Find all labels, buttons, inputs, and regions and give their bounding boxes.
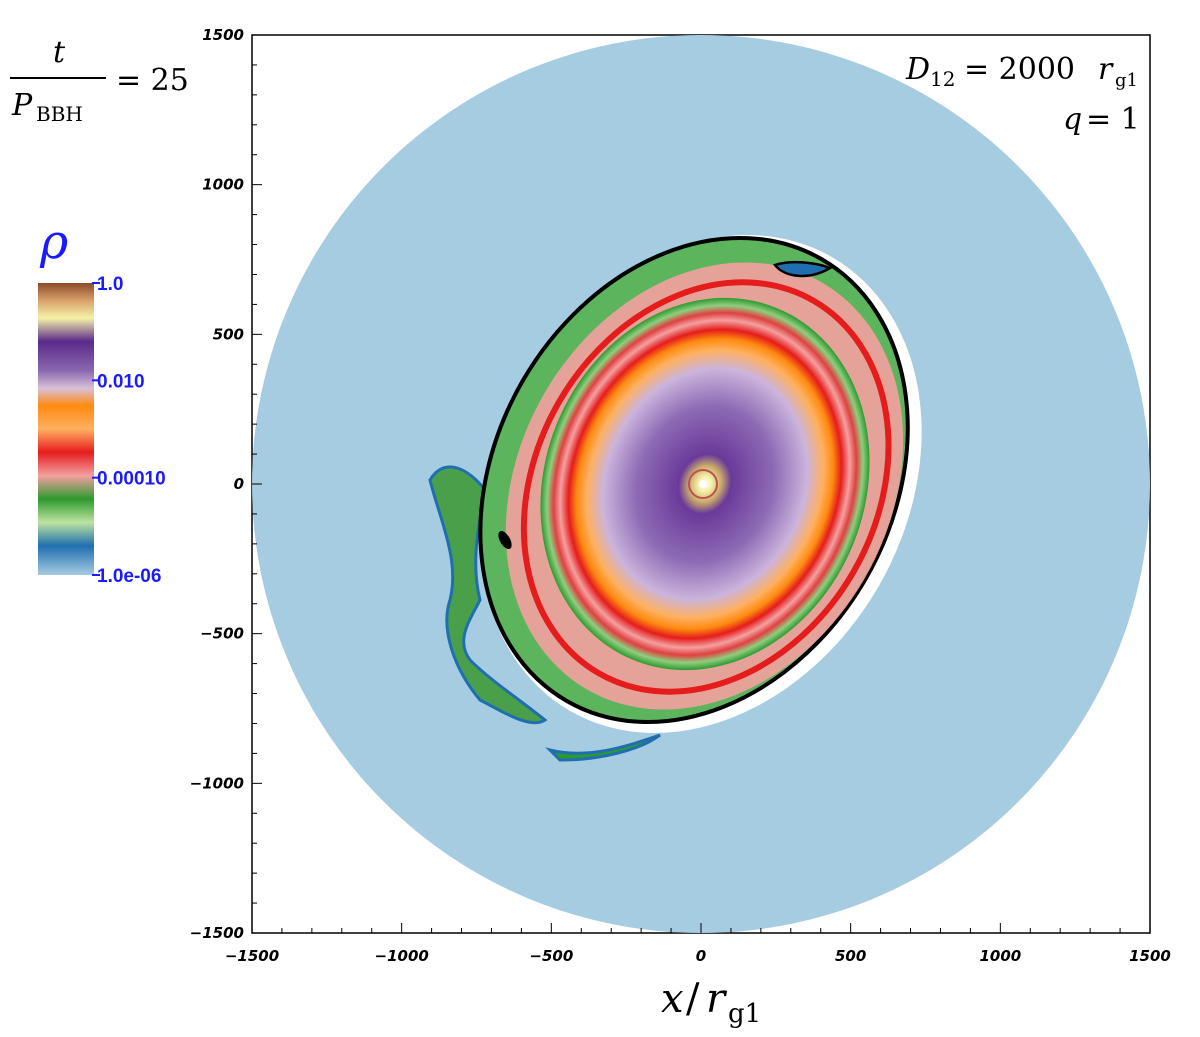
colorbar-ticks: 1.0 0.010 0.00010 1.0e-06: [92, 274, 166, 587]
time-equals: = 25: [116, 63, 189, 98]
colorbar-title: ρ: [39, 214, 68, 270]
colorbar: ρ 1.0 0.010 0.00010 1.0e-06: [38, 214, 166, 587]
y-tick-label: 1000: [202, 176, 244, 194]
x-tick-label: −1500: [225, 947, 279, 965]
y-axis-ticks: −1500 −1000 −500 0 500 1000 1500: [190, 26, 262, 942]
x-axis-symbol: x: [661, 976, 684, 1022]
y-tick-label: 0: [234, 475, 244, 493]
y-tick-label: −500: [200, 625, 244, 643]
x-axis-unit: r: [706, 976, 728, 1022]
time-label: t P BBH = 25: [10, 35, 189, 126]
blob-top: [772, 260, 833, 278]
x-tick-label: −500: [529, 947, 573, 965]
x-tick-label: −1000: [375, 947, 429, 965]
blob-left: [498, 530, 512, 550]
x-tick-label: 1500: [1129, 947, 1171, 965]
time-denominator-symbol: P: [11, 88, 33, 123]
time-denominator-subscript: BBH: [36, 102, 83, 126]
mass-ratio-value: = 1: [1086, 102, 1140, 137]
separation-unit-subscript: g1: [1115, 70, 1138, 91]
y-tick-label: −1500: [190, 924, 244, 942]
y-tick-label: 1500: [202, 26, 244, 44]
x-tick-label: 1000: [979, 947, 1021, 965]
x-tick-label: 0: [696, 947, 706, 965]
inner-hole-ring: [688, 469, 718, 499]
y-tick-label: 500: [213, 325, 244, 343]
colorbar-gradient: [38, 283, 94, 575]
colorbar-tick-label: 0.00010: [97, 469, 166, 490]
mass-ratio-symbol: q: [1063, 102, 1082, 137]
separation-unit: r: [1098, 52, 1114, 87]
parameter-annotation: D 12 = 2000 r g1 q = 1: [905, 52, 1140, 137]
colorbar-tick-label: 1.0: [97, 274, 123, 295]
x-axis-unit-subscript: g1: [728, 999, 761, 1029]
separation-value: = 2000: [964, 52, 1075, 87]
x-axis-label: x / r g1: [661, 976, 761, 1029]
inner-hole: [699, 480, 707, 488]
separation-symbol: D: [905, 52, 930, 87]
x-axis-ticks: −1500 −1000 −500 0 500 1000 1500: [225, 923, 1171, 965]
y-tick-label: −1000: [190, 774, 244, 792]
plot-area: −1500 −1000 −500 0 500 1000 1500 −1500 −1000 −50…: [190, 26, 1171, 1029]
colorbar-tick-label: 1.0e-06: [97, 566, 161, 587]
x-axis-slash: /: [686, 976, 700, 1022]
time-numerator: t: [53, 35, 66, 70]
separation-subscript: 12: [930, 67, 955, 91]
x-tick-label: 500: [835, 947, 866, 965]
outflow-stream-bottom: [545, 733, 661, 762]
colorbar-tick-label: 0.010: [97, 371, 145, 392]
